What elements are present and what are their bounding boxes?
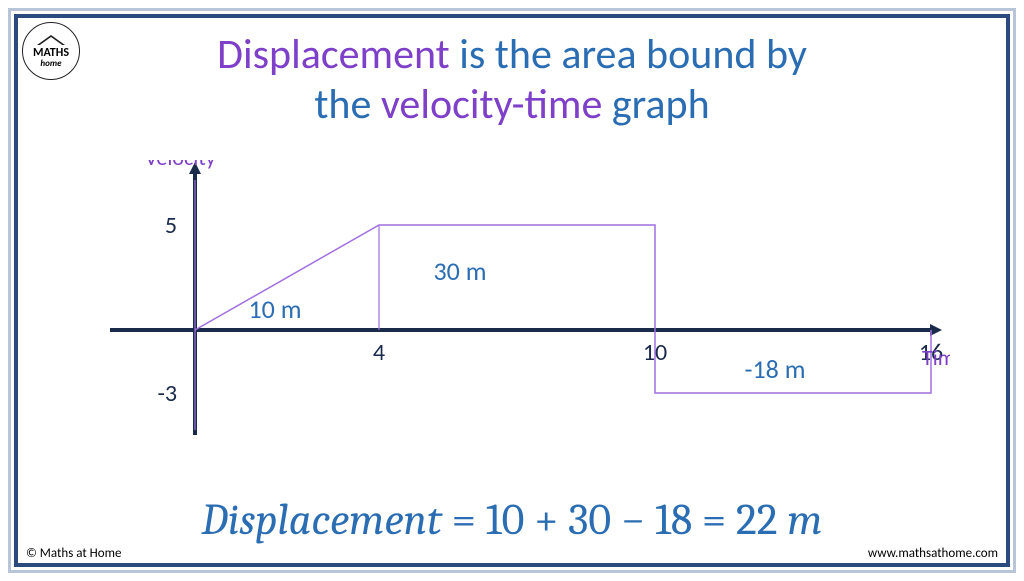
title-seg2: is the area bound by (450, 29, 807, 80)
y-axis-label: Velocity (145, 160, 216, 171)
x-tick-label: 10 (643, 338, 667, 367)
eq-c: 18 (655, 494, 692, 545)
title-seg3: the (314, 79, 381, 130)
eq-lhs: Displacement (202, 494, 442, 545)
title-emph-2: velocity-time (381, 79, 603, 130)
eq-result: 22 (736, 494, 778, 545)
velocity-time-chart: 5-341016VelocityTime10 m30 m-18 m (80, 160, 950, 480)
eq-eq2: = (702, 494, 726, 545)
x-axis-label: Time (922, 344, 950, 371)
x-tick-label: 4 (373, 338, 385, 367)
eq-minus: − (621, 494, 645, 545)
displacement-equation: Displacement = 10 + 30 − 18 = 22 m (0, 494, 1024, 545)
page-title: Displacement is the area bound by the ve… (0, 30, 1024, 129)
footer-url: www.mathsathome.com (868, 546, 998, 561)
y-tick-label: -3 (157, 379, 177, 408)
area-label: -18 m (745, 353, 806, 385)
eq-a: 10 (486, 494, 525, 545)
eq-b: 30 (568, 494, 611, 545)
footer-copyright: © Maths at Home (26, 546, 121, 561)
title-seg5: graph (602, 79, 709, 130)
eq-plus: + (534, 494, 558, 545)
y-tick-label: 5 (165, 211, 177, 240)
area-label: 10 m (248, 293, 301, 325)
velocity-line (195, 225, 931, 393)
title-emph-1: Displacement (217, 29, 450, 80)
eq-eq1: = (452, 494, 476, 545)
area-label: 30 m (433, 255, 486, 287)
eq-unit: m (787, 494, 822, 545)
